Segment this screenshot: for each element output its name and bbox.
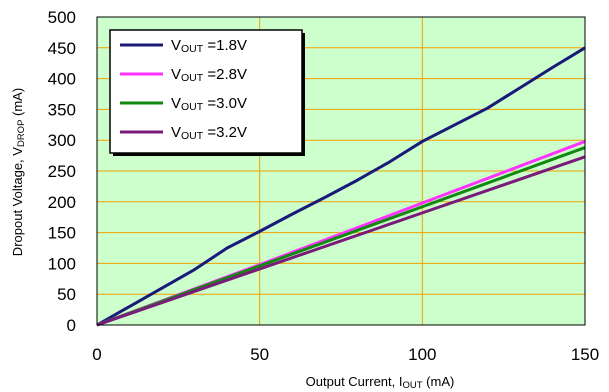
x-tick-labels: 0 50 100 150 (92, 345, 599, 364)
y-tick-label: 300 (48, 131, 76, 150)
legend-label-1: VOUT =1.8V (171, 37, 247, 55)
y-axis-title: Dropout Voltage, VDROP (mA) (10, 88, 27, 256)
x-tick-label: 50 (250, 345, 269, 364)
y-tick-label: 250 (48, 162, 76, 181)
y-axis-title-main: Dropout Voltage, V (10, 147, 25, 256)
legend: VOUT =1.8V VOUT =2.8V VOUT =3.0V VOUT =3.2V (109, 29, 305, 156)
y-tick-label: 200 (48, 193, 76, 212)
y-tick-label: 150 (48, 224, 76, 243)
y-tick-label: 50 (57, 285, 76, 304)
legend-label-2: VOUT =2.8V (171, 66, 247, 84)
x-axis-title: Output Current, IOUT (mA) (306, 374, 455, 391)
series-lines (96, 46, 586, 327)
x-tick-label: 0 (92, 345, 101, 364)
x-axis-title-sub: OUT (402, 380, 422, 391)
legend-label-4: VOUT =3.2V (171, 124, 247, 142)
x-tick-label: 100 (408, 345, 436, 364)
y-tick-label: 450 (48, 39, 76, 58)
y-tick-label: 400 (48, 70, 76, 89)
y-tick-label: 0 (67, 316, 76, 335)
x-axis-title-unit: (mA) (423, 374, 455, 389)
plot-border (96, 16, 586, 326)
x-axis-title-main: Output Current, I (306, 374, 403, 389)
y-tick-label: 350 (48, 100, 76, 119)
y-axis-title-unit: (mA) (10, 88, 25, 120)
y-tick-label: 500 (48, 8, 76, 27)
y-tick-label: 100 (48, 254, 76, 273)
y-tick-labels: 0 50 100 150 200 250 300 350 400 450 500 (48, 8, 76, 335)
y-axis-title-sub: DROP (16, 120, 27, 147)
x-tick-label: 150 (571, 345, 599, 364)
series-line-4 (96, 155, 586, 327)
legend-label-3: VOUT =3.0V (171, 95, 247, 113)
series-line-1 (96, 46, 586, 327)
